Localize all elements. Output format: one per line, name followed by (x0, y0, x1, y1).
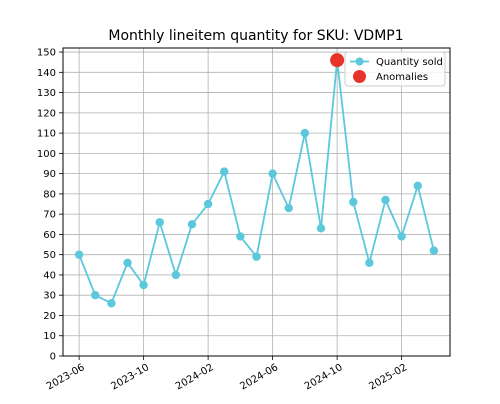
y-tick-label: 30 (43, 291, 56, 302)
y-tick-label: 70 (43, 210, 56, 221)
data-point (268, 169, 277, 178)
y-tick-label: 50 (43, 250, 56, 261)
data-point (413, 181, 422, 190)
y-tick-label: 80 (43, 189, 56, 200)
anomaly-marker (330, 53, 345, 68)
chart-title: Monthly lineitem quantity for SKU: VDMP1 (108, 28, 403, 44)
data-point (187, 220, 197, 229)
data-point (171, 270, 181, 280)
y-tick-label: 10 (43, 331, 56, 342)
data-point (123, 258, 132, 267)
y-tick-label: 130 (37, 88, 56, 99)
x-tick-label: 2024-10 (303, 362, 345, 392)
data-point (252, 252, 261, 261)
data-point (349, 197, 358, 207)
y-tick-label: 0 (50, 352, 56, 363)
data-point (203, 199, 213, 209)
series-layer (74, 53, 439, 308)
legend-label-anomalies: Anomalies (376, 72, 428, 83)
legend-label-quantity-sold: Quantity sold (376, 57, 443, 68)
data-point (365, 258, 374, 267)
x-tick-label: 2023-06 (45, 362, 87, 392)
legend: Quantity sold Anomalies (344, 51, 446, 87)
data-point (284, 203, 293, 213)
plot-frame (62, 47, 451, 357)
data-point (220, 167, 229, 176)
data-point (429, 246, 439, 255)
y-tick-label: 90 (43, 169, 56, 180)
data-point (236, 232, 245, 241)
data-point (300, 128, 310, 138)
y-tick-label: 100 (37, 149, 56, 160)
data-point (107, 299, 116, 308)
data-point (316, 224, 326, 233)
y-tick-label: 140 (37, 68, 56, 79)
axes: 0 10 20 30 40 50 60 70 80 90 100 110 120 130 140 150 202… (37, 47, 451, 392)
legend-anomaly-swatch (353, 70, 366, 83)
y-tick-label: 20 (43, 311, 56, 322)
y-tick-label: 120 (37, 108, 56, 119)
y-tick-label: 60 (43, 230, 56, 241)
y-tick-label: 110 (37, 129, 56, 140)
data-point (74, 250, 84, 259)
data-point (381, 195, 390, 205)
x-tick-label: 2025-02 (367, 362, 409, 392)
data-point (397, 232, 406, 241)
grid (63, 48, 450, 357)
data-point (91, 291, 100, 300)
x-tick-label: 2023-10 (109, 362, 151, 392)
x-tick-label: 2024-02 (174, 362, 216, 392)
y-tick-label: 150 (37, 48, 56, 59)
y-tick-label: 40 (43, 270, 56, 281)
legend-box (344, 51, 446, 87)
quantity-sold-line (78, 60, 435, 305)
data-point (155, 218, 164, 227)
data-point (139, 280, 148, 290)
x-tick-label: 2024-06 (238, 362, 280, 392)
legend-marker-swatch (355, 57, 364, 66)
